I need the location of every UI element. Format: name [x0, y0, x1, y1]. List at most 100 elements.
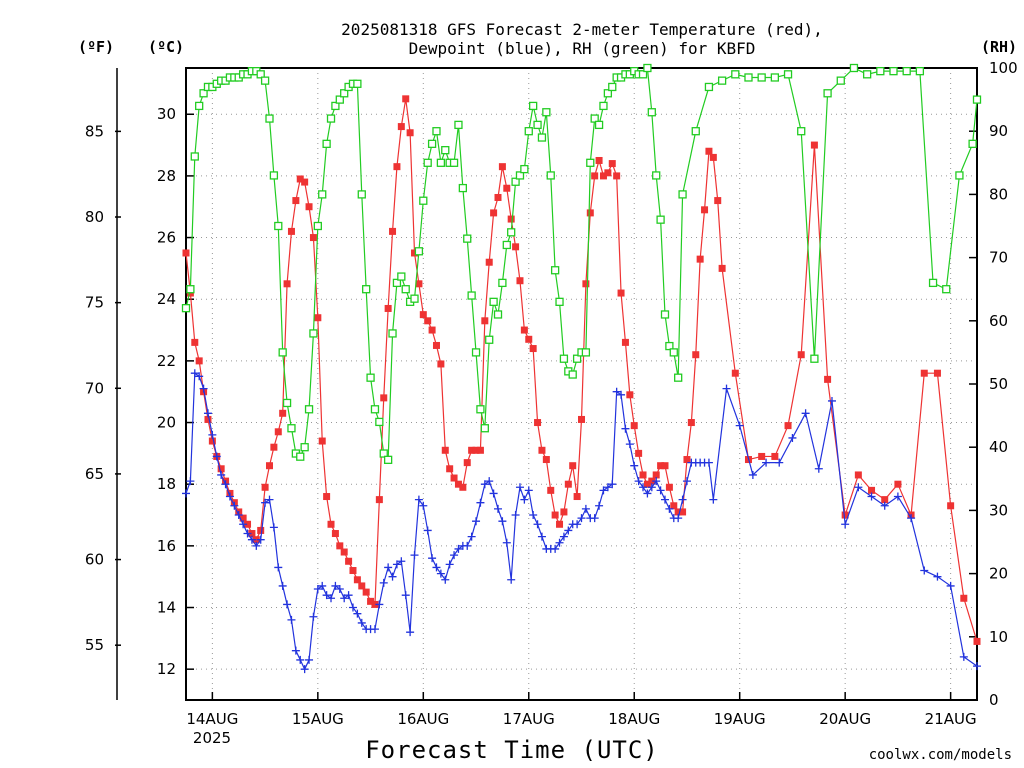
rh-point [441, 146, 450, 155]
rh-point [520, 164, 529, 174]
dewpoint-point [907, 514, 916, 523]
dewpoint-point [665, 504, 674, 513]
temperature-point [468, 446, 476, 454]
temperature-point [252, 536, 260, 544]
temperature-point [411, 249, 419, 257]
rh-point [669, 348, 678, 357]
temperature-point [428, 326, 436, 334]
fahrenheit-tick-label: 85 [85, 122, 104, 140]
dewpoint-point [467, 532, 476, 541]
temperature-point [340, 548, 348, 556]
rh-tick-label: 0 [989, 691, 999, 709]
dewpoint-point [551, 544, 560, 553]
rh-point [652, 171, 661, 180]
rh-point [383, 455, 393, 464]
dewpoint-point [247, 535, 256, 544]
dewpoint-point [959, 652, 968, 661]
dewpoint-point [472, 517, 481, 526]
dewpoint-point [401, 591, 410, 600]
temperature-point [709, 153, 717, 161]
rh-point [783, 70, 793, 79]
temperature-point [705, 147, 713, 155]
rh-point [432, 127, 441, 136]
dewpoint-point [423, 526, 432, 535]
x-tick-label: 20AUG [819, 710, 871, 728]
temperature-point [287, 227, 295, 235]
x-tick-label: 14AUG [186, 710, 238, 728]
dewpoint-point [441, 575, 450, 584]
rh-point [260, 76, 270, 85]
rh-point [423, 158, 432, 167]
rh-point [876, 67, 885, 76]
dewpoint-point [520, 495, 529, 504]
temperature-point [432, 341, 440, 349]
rh-point [674, 373, 683, 382]
rh-point [463, 234, 472, 243]
dewpoint-point [195, 372, 204, 381]
rh-tick-label: 10 [989, 628, 1008, 646]
temperature-point [569, 462, 577, 470]
temperature-point [617, 289, 625, 297]
temperature-point [494, 193, 502, 201]
rh-point [665, 341, 674, 351]
rh-point [471, 348, 481, 357]
dewpoint-point [305, 655, 314, 664]
rh-unit-label: (RH) [981, 38, 1017, 56]
rh-point [454, 120, 463, 130]
rh-point [581, 348, 591, 357]
rh-point [296, 452, 305, 461]
dewpoint-point [573, 520, 582, 529]
dewpoint-point [880, 501, 889, 510]
rh-point [537, 133, 547, 142]
temperature-point [670, 502, 678, 510]
rh-point [836, 76, 845, 85]
temperature-point [389, 227, 397, 235]
dewpoint-point [515, 483, 524, 492]
dewpoint-point [318, 581, 327, 590]
fahrenheit-tick-label: 60 [85, 551, 104, 569]
temperature-point [375, 496, 383, 504]
temperature-point [758, 452, 766, 460]
temperature-point [960, 594, 968, 602]
temperature-point [476, 446, 484, 454]
dewpoint-point [265, 495, 274, 504]
dewpoint-point [313, 585, 322, 594]
dewpoint-point [278, 581, 287, 590]
rh-point [586, 158, 595, 167]
temperature-point [397, 123, 405, 131]
temperature-point [279, 409, 287, 417]
temperature-point [604, 169, 612, 177]
temperature-point [314, 314, 322, 322]
rh-point [199, 89, 208, 98]
dewpoint-point [762, 458, 771, 467]
temperature-point [520, 326, 528, 334]
temperature-point [217, 465, 225, 473]
rh-point [335, 95, 344, 104]
rh-tick-label: 100 [989, 59, 1018, 77]
rh-point [274, 221, 283, 231]
grid-lines [186, 68, 977, 700]
rh-point [797, 127, 806, 136]
rh-point [572, 354, 582, 363]
dewpoint-point [410, 551, 419, 560]
rh-point [529, 101, 538, 111]
temperature-point [367, 597, 375, 605]
dewpoint-point [814, 464, 823, 473]
temperature-point [599, 172, 607, 180]
temperature-point [490, 209, 498, 217]
rh-point [392, 278, 402, 288]
rh-point [972, 95, 982, 104]
rh-point [524, 127, 533, 136]
dewpoint-point [221, 480, 230, 489]
dewpoint-point [322, 591, 331, 600]
plot-frame [185, 67, 978, 701]
rh-point [599, 101, 608, 111]
temperature-point [195, 357, 203, 365]
dewpoint-point [656, 486, 665, 495]
dewpoint-point [682, 477, 691, 486]
dewpoint-point [190, 369, 199, 378]
dewpoint-point [388, 572, 397, 581]
temperature-point [424, 317, 432, 325]
rh-point [731, 70, 740, 79]
temperature-point [406, 129, 414, 137]
